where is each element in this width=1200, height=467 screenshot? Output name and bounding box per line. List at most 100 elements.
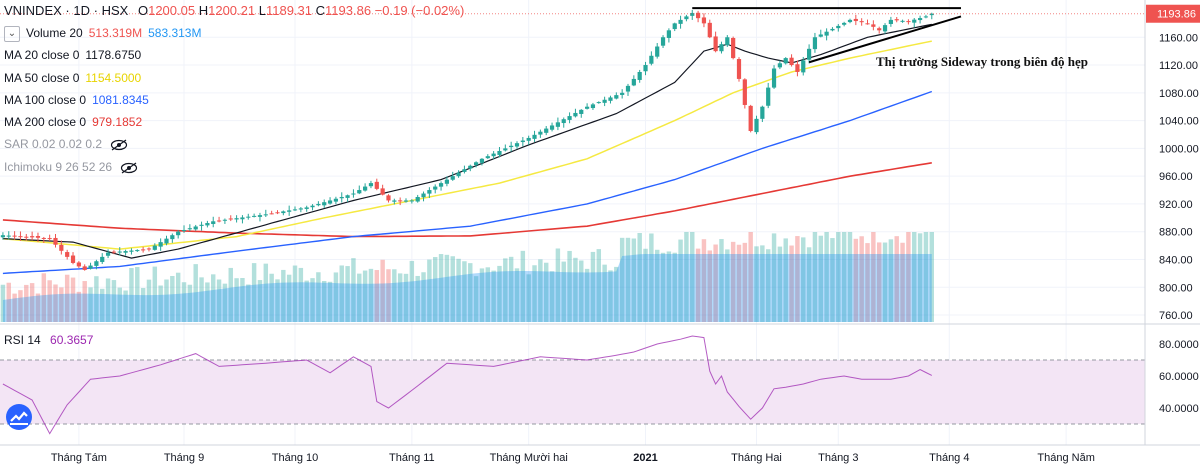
collapse-legend-icon[interactable]: ⌄ <box>4 26 20 42</box>
candle <box>386 194 391 203</box>
candle <box>660 35 666 48</box>
volume-bar <box>345 266 350 322</box>
candle-body <box>871 24 876 27</box>
candle <box>912 18 917 28</box>
candle <box>847 18 853 24</box>
candle <box>544 126 549 136</box>
candle-body <box>6 235 11 237</box>
candle <box>76 261 81 268</box>
volume-bar <box>199 277 204 322</box>
candle <box>707 19 712 39</box>
candle-body <box>304 207 309 209</box>
indicator-legend-item[interactable]: ⌄ Volume 20 513.319M 583.313M <box>4 26 201 42</box>
candle <box>403 198 409 203</box>
candle <box>748 104 753 133</box>
candle <box>240 215 245 224</box>
candle <box>351 189 356 198</box>
hidden-eye-icon[interactable] <box>120 162 138 174</box>
candle <box>684 14 689 22</box>
indicator-legend-item[interactable]: MA 50 close 0 1154.5000 <box>4 71 141 85</box>
candle-body <box>322 202 327 206</box>
candle-body <box>205 223 210 226</box>
candle <box>450 171 455 181</box>
candle-body <box>456 172 461 177</box>
indicator-legend-item[interactable]: Ichimoku 9 26 52 26 <box>4 160 138 174</box>
volume-bar <box>76 291 82 322</box>
volume-bar <box>462 261 467 322</box>
rsi-legend[interactable]: RSI 14 60.3657 <box>4 333 93 347</box>
candle-body <box>608 97 613 101</box>
candle-body <box>53 237 58 245</box>
volume-bar <box>222 283 228 322</box>
candle <box>719 41 724 54</box>
candle <box>474 161 479 168</box>
candle-body <box>824 31 829 36</box>
candle <box>129 248 134 255</box>
last-price-label: 1193.86 <box>1157 9 1196 21</box>
candle <box>363 183 368 192</box>
rising-support-trendline[interactable] <box>808 15 962 64</box>
indicator-legend-item[interactable]: SAR 0.02 0.02 0.2 <box>4 137 128 151</box>
candle-body <box>707 22 712 38</box>
candle-body <box>748 105 753 132</box>
volume-bar <box>806 247 812 322</box>
candle-body <box>900 20 905 22</box>
candle-body <box>345 195 350 198</box>
volume-bar <box>175 272 181 322</box>
candle-body <box>631 78 636 86</box>
indicator-legend-item[interactable]: MA 100 close 0 1081.8345 <box>4 93 149 107</box>
time-tick-label: Tháng Hai <box>731 452 782 464</box>
trendlines[interactable] <box>692 7 962 64</box>
volume-bar <box>742 242 748 322</box>
candle-body <box>783 58 788 64</box>
candle <box>205 220 210 228</box>
rsi-tick-label: 40.0000 <box>1159 403 1199 415</box>
candle-body <box>351 193 356 195</box>
volume-bar <box>503 258 508 322</box>
indicator-legend-item[interactable]: MA 20 close 0 1178.6750 <box>4 48 141 62</box>
volume-bar <box>304 280 309 322</box>
indicator-name: MA 20 close 0 <box>4 48 80 62</box>
candle-body <box>906 21 911 23</box>
volume-bar <box>427 259 432 322</box>
volume-bar <box>24 284 29 322</box>
volume-bar <box>643 248 648 322</box>
candle-body <box>76 262 81 267</box>
volume-bar <box>339 265 344 322</box>
candle <box>859 18 864 26</box>
candle <box>842 21 847 27</box>
volume-bar <box>485 267 491 322</box>
volume-bar <box>41 273 47 322</box>
volume-bar <box>82 281 87 322</box>
volume-bar <box>205 282 210 322</box>
volume-bar <box>567 250 572 322</box>
hidden-eye-icon[interactable] <box>110 139 128 151</box>
volume-bar <box>421 272 426 322</box>
volume-bar <box>912 232 917 322</box>
tradingview-logo[interactable] <box>6 404 32 430</box>
candle <box>269 210 274 215</box>
candle-body <box>421 193 426 198</box>
candle <box>263 209 268 217</box>
candle <box>234 215 239 223</box>
volume-bar <box>181 282 187 322</box>
volume-bar <box>579 260 584 322</box>
symbol-name[interactable]: VNINDEX <box>4 3 62 18</box>
volume-bar <box>549 271 555 322</box>
candle <box>456 170 461 178</box>
indicator-legend-item[interactable]: MA 200 close 0 979.1852 <box>4 115 142 129</box>
candle-body <box>923 16 929 18</box>
interval[interactable]: 1D <box>73 3 91 18</box>
candle <box>339 192 344 203</box>
candle <box>830 27 835 32</box>
volume-bar <box>701 239 707 322</box>
volume-bar <box>12 293 17 322</box>
candle <box>310 204 315 211</box>
candle <box>625 83 631 96</box>
volume-bar <box>310 278 315 322</box>
candle-body <box>812 37 818 50</box>
volume-bar <box>637 233 642 322</box>
candle <box>731 36 736 60</box>
candle <box>146 247 152 252</box>
